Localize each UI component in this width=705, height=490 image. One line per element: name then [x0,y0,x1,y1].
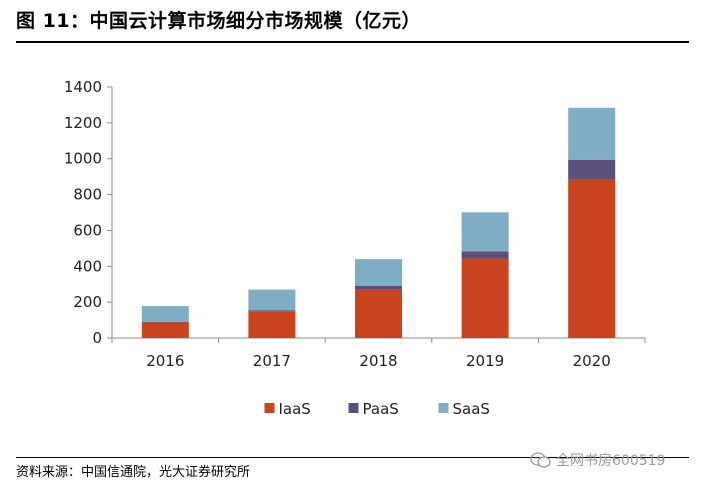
y-tick-label: 1000 [64,150,102,168]
x-tick-label: 2018 [359,352,397,370]
x-tick-label: 2019 [466,352,504,370]
legend-swatch-iaas [264,403,275,413]
watermark: 全网书房600519 [530,448,665,472]
watermark-text: 全网书房600519 [556,453,666,469]
bar-saas-2017 [248,289,296,311]
bar-paas-2019 [461,251,509,259]
y-tick-label: 1400 [64,78,102,96]
bar-saas-2018 [355,259,402,287]
bar-saas-2020 [568,107,616,160]
y-tick-label: 600 [73,221,102,239]
y-tick-label: 1200 [64,114,102,132]
x-tick-label: 2017 [253,352,291,370]
bars [141,107,616,338]
title-divider [16,41,689,43]
legend-swatch-saas [438,403,449,413]
bar-paas-2020 [568,159,616,179]
legend: IaaS PaaS SaaS [264,400,490,418]
bar-iaas-2018 [355,289,402,338]
y-tick-label: 800 [73,186,102,204]
legend-label-saas: SaaS [453,400,490,418]
bar-saas-2016 [141,306,189,322]
bar-paas-2016 [141,321,189,323]
bar-iaas-2019 [461,258,509,338]
y-axis: 0 200 400 600 800 1000 1200 1400 [64,78,113,347]
bar-iaas-2020 [568,178,616,338]
legend-label-paas: PaaS [363,400,399,418]
wechat-icon [530,452,551,468]
bar-paas-2018 [355,286,402,290]
chart-title: 图 11：中国云计算市场细分市场规模（亿元） [16,10,422,32]
bar-iaas-2017 [248,311,296,338]
source-divider [16,457,689,458]
x-tick-label: 2016 [146,352,184,370]
y-tick-label: 200 [73,293,102,311]
bar-iaas-2016 [141,322,189,338]
y-tick-label: 400 [73,257,102,275]
x-tick-label: 2020 [573,352,611,370]
bar-paas-2017 [248,310,296,312]
legend-label-iaas: IaaS [279,400,311,418]
x-axis: 2016 2017 2018 2019 2020 [111,337,646,370]
bar-saas-2019 [461,212,509,252]
y-tick-label: 0 [92,329,102,347]
legend-swatch-paas [348,403,359,413]
source-note: 资料来源：中国信通院，光大证券研究所 [16,465,251,480]
